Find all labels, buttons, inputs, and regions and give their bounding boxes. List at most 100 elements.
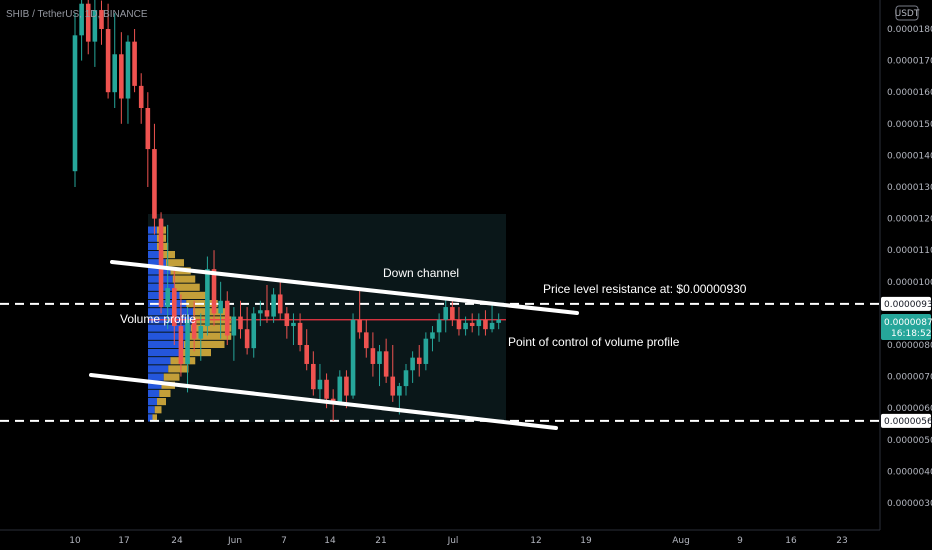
candle[interactable] (304, 329, 309, 371)
candle-body (357, 319, 362, 333)
candle-body (132, 41, 137, 86)
candle[interactable] (317, 363, 323, 402)
price-tick-label: 0.00000800 (887, 341, 932, 351)
candle-body (224, 300, 230, 336)
time-tick-label: 21 (375, 536, 386, 546)
candle-body (99, 10, 104, 29)
channel-upper-line[interactable] (110, 260, 579, 315)
candle[interactable] (416, 345, 422, 377)
candle-body (72, 35, 78, 172)
candle[interactable] (403, 363, 409, 396)
candle[interactable] (330, 389, 336, 421)
volume-profile-bar-down (148, 349, 180, 357)
volume-profile-bar-up (184, 340, 225, 348)
candle[interactable] (145, 92, 151, 187)
currency-button[interactable]: USDT (895, 5, 920, 21)
candle[interactable] (271, 288, 276, 323)
candle[interactable] (469, 313, 475, 333)
candle[interactable] (430, 326, 435, 352)
candles[interactable] (72, 0, 501, 421)
candle[interactable] (218, 281, 223, 339)
volume-profile-bar-down (148, 324, 191, 332)
candle[interactable] (112, 13, 118, 108)
candle[interactable] (92, 0, 98, 67)
candle-body (489, 322, 495, 330)
candle[interactable] (483, 310, 488, 336)
candle[interactable] (224, 291, 230, 345)
candle[interactable] (370, 332, 376, 377)
candle[interactable] (450, 300, 455, 327)
candle[interactable] (410, 351, 415, 383)
candle[interactable] (178, 294, 184, 377)
channel-lower-line[interactable] (89, 373, 558, 430)
candle[interactable] (436, 313, 442, 342)
volume-profile-bar-down (148, 373, 164, 381)
volume-profile-bar-down (148, 259, 166, 267)
candle[interactable] (85, 0, 91, 55)
candle[interactable] (357, 288, 362, 339)
candle[interactable] (79, 0, 84, 61)
volume-profile-bar-up (190, 324, 232, 332)
candle[interactable] (291, 313, 296, 345)
candle[interactable] (198, 313, 204, 361)
candle[interactable] (264, 284, 270, 323)
candle[interactable] (476, 313, 482, 336)
candle[interactable] (119, 32, 124, 124)
candle[interactable] (463, 316, 468, 336)
candle-body (390, 376, 396, 396)
candle[interactable] (344, 370, 349, 409)
candle-body (344, 376, 349, 396)
candle[interactable] (443, 297, 449, 333)
candle[interactable] (496, 313, 501, 330)
volume-profile-bar-down (148, 365, 169, 373)
time-tick-label: Jul (447, 536, 459, 546)
candle[interactable] (284, 307, 290, 339)
price-tick-label: 0.00000500 (887, 436, 932, 446)
candle[interactable] (231, 307, 237, 361)
time-axis[interactable]: 10 17 24 Jun 7 14 21 Jul 12 19 Aug 9 16 23 (69, 536, 847, 546)
volume-profile-bar-up (168, 365, 189, 373)
candle[interactable] (191, 300, 197, 352)
candle[interactable] (125, 35, 131, 124)
candle[interactable] (311, 351, 316, 396)
candle[interactable] (390, 345, 396, 402)
candle[interactable] (132, 29, 137, 93)
candle[interactable] (251, 307, 257, 358)
candle-body (469, 322, 475, 327)
candle-body (350, 319, 356, 396)
candle[interactable] (205, 256, 210, 336)
candle[interactable] (363, 319, 369, 358)
annotation-poc: Point of control of volume profile (508, 335, 680, 349)
candle-body (443, 307, 449, 320)
candle[interactable] (377, 345, 382, 387)
candle[interactable] (138, 73, 144, 124)
candle[interactable] (238, 300, 243, 339)
candle[interactable] (456, 307, 462, 336)
candle[interactable] (350, 313, 356, 399)
time-tick-label: 19 (580, 536, 592, 546)
candle[interactable] (99, 0, 104, 45)
candle[interactable] (383, 338, 389, 383)
candle-body (205, 269, 210, 327)
price-axis[interactable]: 0.00001800 0.00001700 0.00001600 0.00001500… (887, 25, 932, 509)
candle[interactable] (244, 307, 250, 355)
candle-body (79, 3, 84, 36)
candle[interactable] (277, 278, 283, 320)
candle[interactable] (185, 307, 190, 393)
candle[interactable] (165, 224, 170, 330)
candle[interactable] (297, 313, 303, 352)
candle[interactable] (152, 123, 157, 235)
volume-profile-bar-down (148, 291, 180, 299)
candle[interactable] (172, 269, 177, 345)
candle[interactable] (158, 212, 164, 314)
candle[interactable] (105, 3, 111, 99)
candle[interactable] (489, 303, 495, 333)
candle[interactable] (423, 332, 429, 371)
candle[interactable] (337, 370, 343, 406)
candle[interactable] (211, 250, 217, 327)
candle-body (330, 398, 336, 402)
candle-body (483, 319, 488, 330)
candle[interactable] (72, 13, 78, 187)
candle[interactable] (258, 300, 263, 327)
